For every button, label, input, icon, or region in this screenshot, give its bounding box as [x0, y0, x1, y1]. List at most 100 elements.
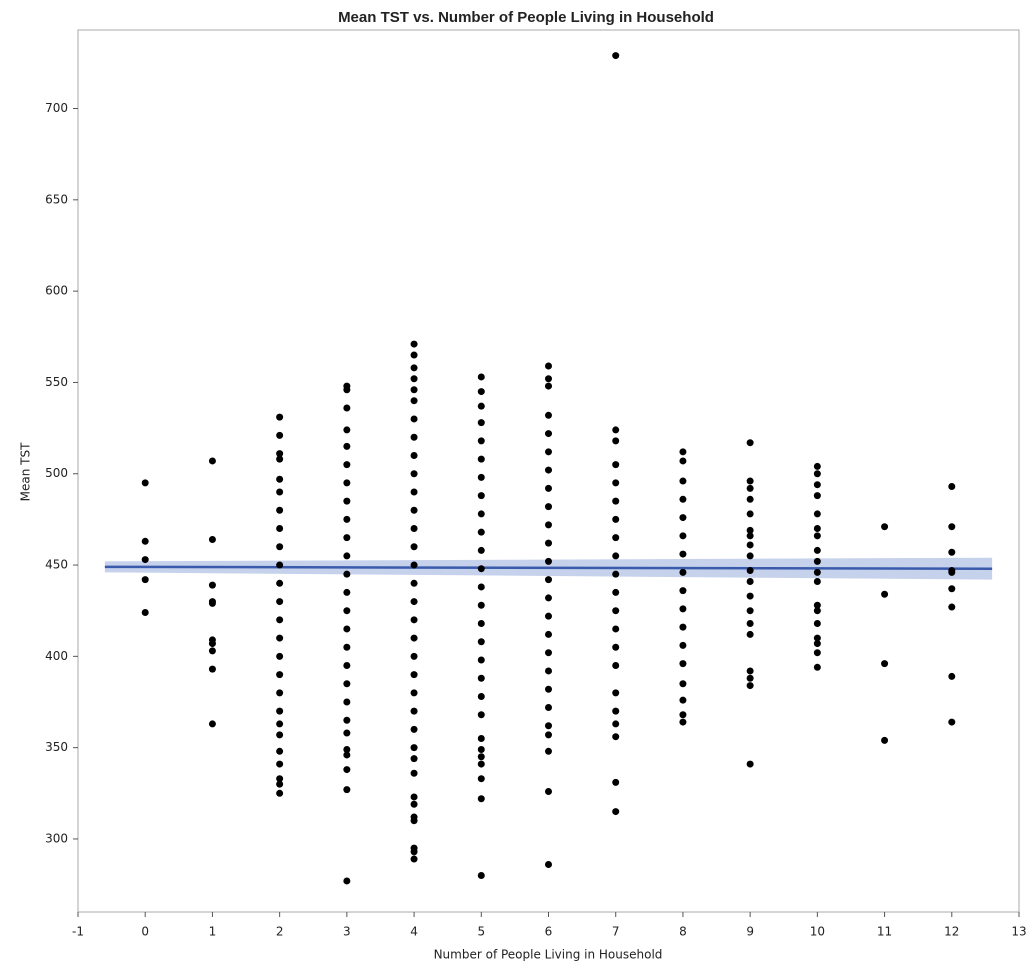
- point: [410, 351, 418, 359]
- point: [410, 793, 418, 801]
- point: [410, 848, 418, 856]
- point: [343, 404, 351, 412]
- point: [545, 503, 552, 511]
- point: [746, 477, 754, 485]
- point: [477, 492, 485, 500]
- point: [343, 643, 351, 651]
- point: [612, 588, 620, 596]
- point: [141, 479, 149, 487]
- point: [612, 52, 620, 60]
- point: [141, 556, 149, 564]
- point: [410, 634, 418, 642]
- point: [410, 386, 418, 394]
- point: [813, 634, 821, 642]
- point: [477, 402, 485, 410]
- point: [477, 419, 485, 427]
- point: [343, 386, 351, 394]
- point: [545, 649, 552, 657]
- point: [679, 623, 687, 631]
- point: [208, 581, 216, 589]
- point: [343, 716, 351, 724]
- point: [679, 568, 687, 576]
- point: [612, 437, 620, 445]
- point: [276, 488, 284, 496]
- point: [410, 598, 418, 606]
- point: [410, 707, 418, 715]
- y-tick-label: 400: [45, 649, 68, 663]
- point: [612, 552, 620, 560]
- point: [477, 455, 485, 463]
- point: [545, 539, 552, 547]
- point: [612, 689, 620, 697]
- point: [477, 546, 485, 554]
- y-tick-label: 300: [45, 831, 68, 845]
- point: [276, 780, 284, 788]
- y-tick-label: 450: [45, 558, 68, 572]
- point: [679, 457, 687, 465]
- point: [208, 640, 216, 648]
- point: [813, 619, 821, 627]
- point: [948, 483, 956, 491]
- point: [477, 656, 485, 664]
- point: [813, 640, 821, 648]
- point: [679, 550, 687, 558]
- point: [746, 674, 754, 682]
- point: [276, 543, 284, 551]
- point: [612, 534, 620, 542]
- point: [410, 451, 418, 459]
- point: [813, 663, 821, 671]
- x-tick-label: 0: [141, 925, 149, 939]
- point: [276, 760, 284, 768]
- point: [477, 711, 485, 719]
- point: [208, 599, 216, 607]
- point: [276, 671, 284, 679]
- point: [545, 576, 552, 584]
- point: [813, 462, 821, 470]
- y-tick-label: 500: [45, 466, 68, 480]
- point: [813, 568, 821, 576]
- point: [612, 778, 620, 786]
- point: [813, 607, 821, 615]
- point: [410, 689, 418, 697]
- point: [477, 510, 485, 518]
- point: [208, 457, 216, 465]
- point: [276, 525, 284, 533]
- point: [612, 707, 620, 715]
- point: [141, 609, 149, 617]
- point: [276, 455, 284, 463]
- point: [612, 661, 620, 669]
- point: [948, 568, 956, 576]
- point: [276, 450, 284, 458]
- point: [477, 565, 485, 573]
- point: [746, 532, 754, 540]
- point: [679, 605, 687, 613]
- point: [545, 557, 552, 565]
- x-tick-label: 2: [276, 925, 284, 939]
- point: [612, 461, 620, 469]
- point: [343, 661, 351, 669]
- point: [679, 448, 687, 456]
- point: [343, 570, 351, 578]
- point: [545, 594, 552, 602]
- point: [410, 543, 418, 551]
- point: [410, 817, 418, 825]
- point: [410, 800, 418, 808]
- point: [679, 718, 687, 726]
- point: [881, 736, 889, 744]
- point: [343, 877, 351, 885]
- point: [477, 373, 485, 381]
- y-tick-label: 350: [45, 740, 68, 754]
- point: [545, 484, 552, 492]
- point: [746, 567, 754, 575]
- point: [545, 362, 552, 370]
- x-tick-label: 1: [209, 925, 217, 939]
- point: [746, 577, 754, 585]
- point: [545, 861, 552, 869]
- x-tick-label: 3: [343, 925, 351, 939]
- point: [813, 546, 821, 554]
- point: [477, 760, 485, 768]
- x-tick-label: 12: [944, 925, 959, 939]
- point: [679, 495, 687, 503]
- point: [612, 808, 620, 816]
- point: [410, 561, 418, 569]
